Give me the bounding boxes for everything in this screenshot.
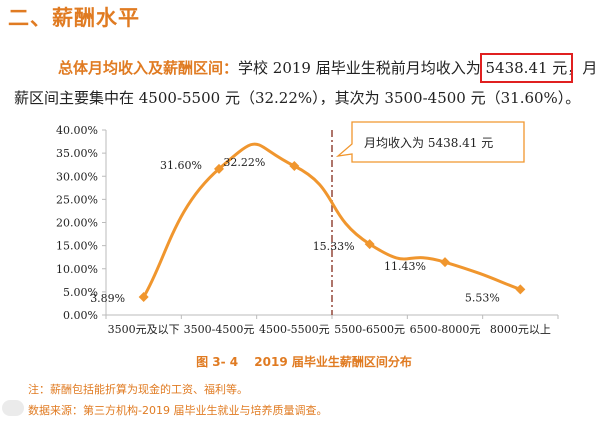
callout: 月均收入为 5438.41 元	[335, 121, 525, 163]
x-tick-label: 3500元及以下	[108, 323, 180, 336]
paragraph-lead: 总体月均收入及薪酬区间：	[58, 59, 239, 77]
y-tick-label: 15.00%	[56, 240, 98, 253]
y-tick-label: 40.00%	[56, 124, 98, 137]
summary-paragraph: 总体月均收入及薪酬区间：学校 2019 届毕业生税前月均收入为 5438.41 …	[14, 53, 602, 113]
paragraph-text-after: ，月薪区间主要集中在 4500-5500 元（32.22%），其次为 3500-…	[14, 59, 598, 107]
y-tick-label: 0.00%	[63, 309, 98, 322]
y-tick-label: 5.00%	[63, 286, 98, 299]
paragraph-text-before: 学校 2019 届毕业生税前月均收入为	[238, 59, 486, 77]
data-label: 32.22%	[223, 156, 265, 169]
note-text: 注：薪酬包括能折算为现金的工资、福利等。	[28, 383, 248, 396]
y-tick-label: 35.00%	[56, 147, 98, 160]
data-point-marker	[289, 160, 300, 171]
data-point-marker	[364, 239, 375, 250]
section-heading: 二、薪酬水平	[8, 6, 140, 30]
data-label: 31.60%	[160, 159, 202, 172]
x-tick-label: 8000元以上	[490, 323, 551, 336]
y-tick-label: 25.00%	[56, 193, 98, 206]
y-tick-label: 20.00%	[56, 217, 98, 230]
figure-caption: 图 3- 4 2019 届毕业生薪酬区间分布	[196, 355, 412, 369]
y-tick-label: 10.00%	[56, 263, 98, 276]
salary-distribution-chart: 0.00% 5.00% 10.00% 15.00% 20.00% 25.00% 30.00%…	[56, 121, 559, 336]
callout-text: 月均收入为 5438.41 元	[364, 136, 493, 150]
data-point-marker	[138, 292, 149, 303]
data-source-text: 数据来源：第三方机构-2019 届毕业生就业与培养质量调查。	[28, 404, 328, 417]
data-point-marker	[440, 257, 450, 268]
callout-box	[335, 121, 525, 163]
x-tick-label: 4500-5500元	[259, 323, 330, 336]
y-tick-label: 30.00%	[56, 170, 98, 183]
data-label: 3.89%	[90, 292, 125, 305]
x-axis: 3500元及以下 3500-4500元 4500-5500元 5500-6500元 65…	[105, 314, 559, 336]
data-point-marker	[515, 284, 526, 295]
highlighted-income: 5438.41 元	[479, 53, 574, 83]
watermark-logo	[2, 400, 24, 416]
y-axis: 0.00% 5.00% 10.00% 15.00% 20.00% 25.00% 30.00%…	[56, 124, 107, 322]
x-tick-label: 6500-8000元	[410, 323, 481, 336]
x-tick-label: 5500-6500元	[334, 323, 405, 336]
data-label: 15.33%	[313, 240, 355, 253]
x-tick-label: 3500-4500元	[184, 323, 255, 336]
data-label: 11.43%	[384, 260, 426, 273]
data-label: 5.53%	[465, 291, 500, 304]
data-point-marker	[214, 163, 224, 174]
